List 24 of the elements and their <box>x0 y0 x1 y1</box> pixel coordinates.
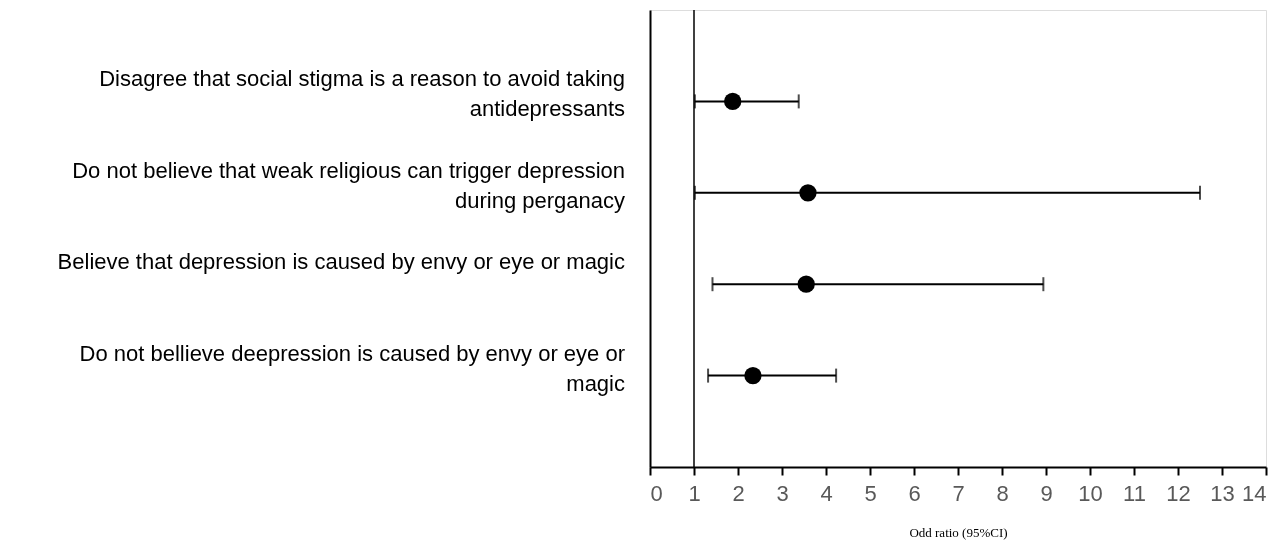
x-tick-label: 6 <box>908 480 921 506</box>
x-tick-label: 14 <box>1242 480 1267 506</box>
y-tick-label: Believe that depression is caused by envy or eye or magic <box>57 249 625 275</box>
point <box>797 275 815 293</box>
x-tick-label: 7 <box>952 480 965 506</box>
point <box>744 366 762 385</box>
x-tick-label: 3 <box>776 480 789 506</box>
x-tick-label: 8 <box>996 480 1009 506</box>
x-tick-label: 11 <box>1123 480 1146 506</box>
x-axis-title: Odd ratio (95%CI) <box>909 524 1008 540</box>
x-tick-label: 5 <box>864 480 877 506</box>
point <box>799 184 817 202</box>
x-tick-label: 2 <box>732 480 745 506</box>
x-tick-label: 0 <box>650 480 663 506</box>
point <box>724 92 742 111</box>
x-tick-label: 9 <box>1040 480 1053 506</box>
y-tick-label: Disagree that social stigma is a reason to avoid taking antidepressants <box>99 66 625 122</box>
x-tick-label: 1 <box>688 480 701 506</box>
x-tick-label: 4 <box>820 480 833 506</box>
y-tick-label: Do not bellieve deepression is caused by envy or eye or magic <box>79 340 625 396</box>
x-tick-label: 10 <box>1078 480 1103 506</box>
x-tick-label: 13 <box>1210 480 1235 506</box>
y-tick-label: Do not believe that weak religious can trigger depression during perganacy <box>72 157 625 213</box>
x-tick-label: 12 <box>1166 480 1191 506</box>
